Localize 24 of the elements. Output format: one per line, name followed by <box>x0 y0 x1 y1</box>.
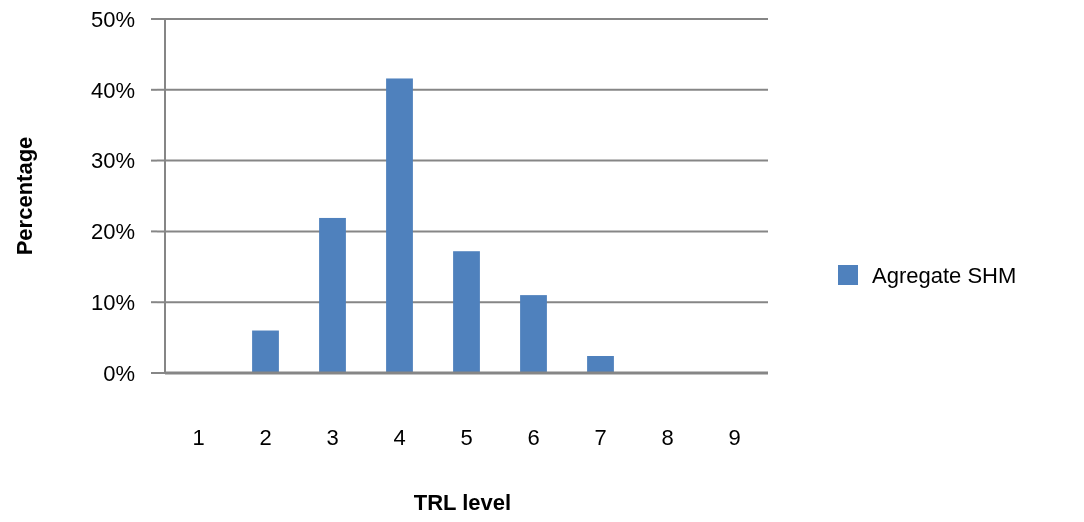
x-tick-label: 6 <box>527 425 540 450</box>
y-tick-label: 10% <box>90 289 135 315</box>
y-tick-label: 0% <box>103 360 135 386</box>
y-tick-label: 20% <box>90 219 135 245</box>
y-tick-label: 30% <box>90 148 135 174</box>
x-tick-label: 9 <box>728 425 741 450</box>
legend-label: Agregate SHM <box>872 262 1017 288</box>
y-tick-label: 50% <box>90 6 135 32</box>
x-tick-label: 5 <box>460 425 473 450</box>
bar <box>520 295 547 373</box>
x-tick-label: 3 <box>326 425 339 450</box>
x-tick-label: 4 <box>393 425 406 450</box>
x-axis-title: TRL level <box>413 490 512 515</box>
bar <box>252 330 279 373</box>
x-tick-label: 1 <box>192 425 205 450</box>
x-tick-label: 7 <box>594 425 607 450</box>
bar <box>453 251 480 373</box>
bar <box>319 217 346 373</box>
y-axis-title: Percentage <box>12 136 37 256</box>
x-tick-label: 8 <box>661 425 674 450</box>
x-tick-label: 2 <box>259 425 272 450</box>
bar <box>386 78 413 373</box>
y-tick-label: 40% <box>90 77 135 103</box>
bar <box>587 356 614 373</box>
